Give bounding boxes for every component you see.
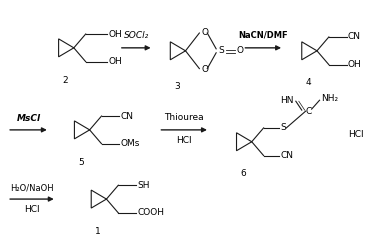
- Text: 5: 5: [79, 158, 84, 167]
- Text: HCl: HCl: [176, 136, 192, 145]
- Text: OMs: OMs: [120, 139, 140, 148]
- Text: MsCl: MsCl: [16, 114, 41, 123]
- Text: S: S: [218, 46, 224, 55]
- Text: 6: 6: [240, 169, 246, 178]
- Text: HCl: HCl: [348, 130, 364, 139]
- Text: S: S: [280, 123, 286, 132]
- Text: OH: OH: [348, 60, 361, 69]
- Text: CN: CN: [120, 112, 133, 120]
- Text: 4: 4: [306, 78, 312, 88]
- Text: 3: 3: [174, 82, 180, 91]
- Text: 1: 1: [95, 227, 101, 236]
- Text: SOCl₂: SOCl₂: [124, 31, 149, 40]
- Text: SH: SH: [137, 181, 150, 190]
- Text: O: O: [201, 65, 208, 74]
- Text: CN: CN: [348, 32, 361, 42]
- Text: H₂O/NaOH: H₂O/NaOH: [10, 183, 54, 192]
- Text: O: O: [201, 28, 208, 36]
- Text: CN: CN: [280, 151, 293, 160]
- Text: OH: OH: [108, 57, 122, 66]
- Text: NH₂: NH₂: [321, 94, 339, 103]
- Text: Thiourea: Thiourea: [164, 113, 204, 122]
- Text: OH: OH: [108, 30, 122, 38]
- Text: 2: 2: [63, 76, 68, 84]
- Text: COOH: COOH: [137, 208, 164, 217]
- Text: O: O: [237, 46, 244, 55]
- Text: HCl: HCl: [24, 205, 40, 214]
- Text: NaCN/DMF: NaCN/DMF: [239, 31, 288, 40]
- Text: HN: HN: [280, 96, 294, 105]
- Text: C: C: [306, 107, 312, 116]
